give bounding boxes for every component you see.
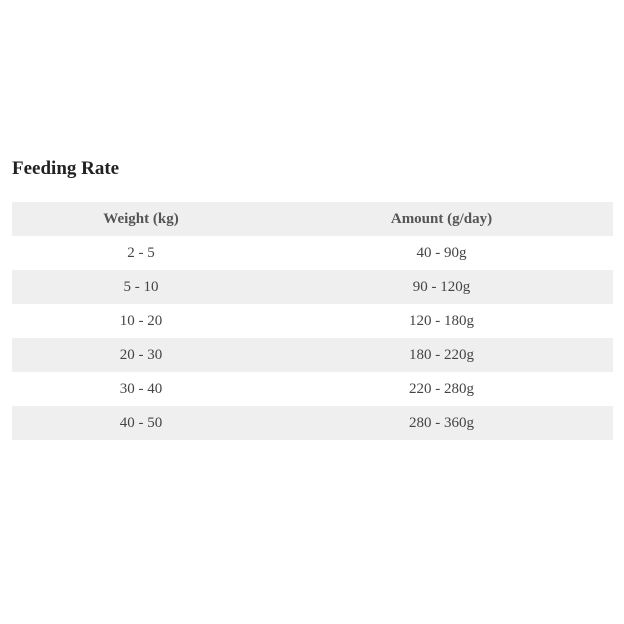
weight-cell: 10 - 20 [119,312,163,329]
table-row: 20 - 30 180 - 220g [12,338,613,372]
table-row: 5 - 10 90 - 120g [12,270,613,304]
header-weight: Weight (kg) [103,210,179,227]
weight-cell: 2 - 5 [127,244,155,261]
table-row: 10 - 20 120 - 180g [12,304,613,338]
table-row: 2 - 5 40 - 90g [12,236,613,270]
header-amount: Amount (g/day) [390,210,493,227]
weight-cell: 30 - 40 [119,380,163,397]
table-row: 40 - 50 280 - 360g [12,406,613,440]
weight-cell: 20 - 30 [119,346,163,363]
amount-cell: 90 - 120g [412,278,471,295]
weight-cell: 40 - 50 [119,414,163,431]
table-header-row: Weight (kg) Amount (g/day) [12,202,613,236]
amount-cell: 220 - 280g [409,380,474,397]
amount-cell: 280 - 360g [409,414,474,431]
amount-cell: 180 - 220g [409,346,474,363]
amount-cell: 40 - 90g [416,244,467,261]
amount-cell: 120 - 180g [409,312,474,329]
table-row: 30 - 40 220 - 280g [12,372,613,406]
feeding-rate-table: Weight (kg) Amount (g/day) 2 - 5 40 - 90g… [12,202,613,440]
weight-cell: 5 - 10 [123,278,159,295]
section-title: Feeding Rate [12,158,120,179]
